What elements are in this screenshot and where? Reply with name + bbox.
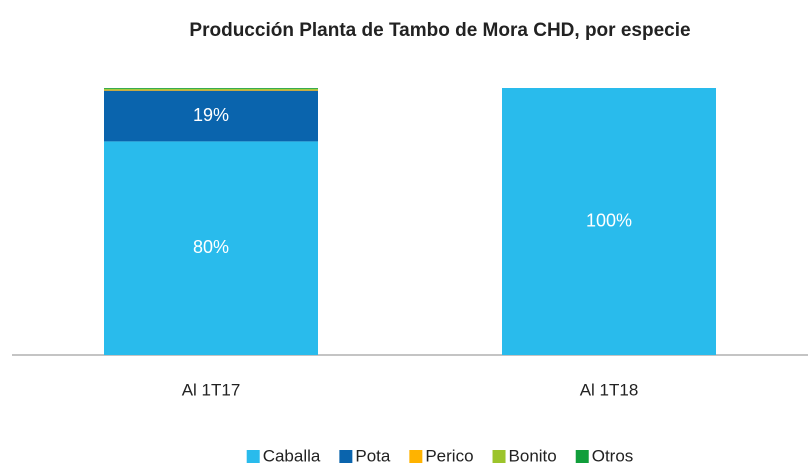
bar-segment [104,88,318,90]
legend-swatch [409,450,423,463]
legend-label: Pota [355,446,391,465]
legend-swatch [575,450,589,463]
x-tick-label: Al 1T17 [182,380,241,399]
legend-label: Bonito [509,446,557,465]
bar-segment [104,90,318,142]
legend-label: Otros [592,446,634,465]
bar-segment [104,88,318,89]
legend-swatch [339,450,353,463]
legend-label: Caballa [263,446,321,465]
x-tick-label: Al 1T18 [580,380,639,399]
bar-segment [502,88,716,355]
chart-title: Producción Planta de Tambo de Mora CHD, … [189,20,690,41]
bar-segment [104,141,318,355]
bar-segment [104,89,318,91]
legend-swatch [246,450,260,463]
value-label: 80% [193,237,229,257]
value-label: 100% [586,210,632,230]
value-label: 19% [193,105,229,125]
legend-label: Perico [425,446,473,465]
legend-swatch [492,450,506,463]
